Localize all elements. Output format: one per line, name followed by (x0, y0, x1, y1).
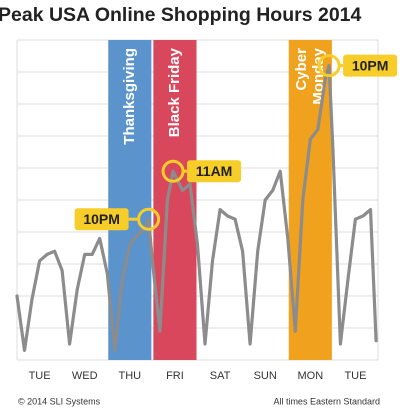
line (15, 63, 378, 352)
x-tick-label: SUN (254, 370, 277, 382)
callout-box (343, 54, 398, 77)
x-tick-label: SAT (210, 370, 231, 382)
chart-title: Peak USA Online Shopping Hours 2014 (0, 4, 362, 26)
footer-right: All times Eastern Standard (273, 396, 380, 406)
x-tick-label: FRI (166, 370, 184, 382)
x-tick-label: WED (72, 370, 98, 382)
callout-label: 11AM (196, 163, 233, 179)
callout-marker (137, 207, 161, 231)
callout-label: 10PM (83, 211, 120, 227)
x-tick-label: MON (297, 370, 323, 382)
callout-marker (317, 54, 341, 78)
band-label: Thanksgiving (121, 48, 138, 145)
callout-box (74, 208, 129, 231)
x-tick-label: TUE (29, 370, 51, 382)
band-label: Cyber (293, 48, 310, 91)
x-tick-label: TUE (344, 370, 366, 382)
callout-box (187, 160, 242, 183)
band (108, 40, 152, 360)
x-tick-label: THU (119, 370, 142, 382)
band-label: Black Friday (166, 47, 183, 137)
callout-marker (161, 159, 185, 183)
footer-left: © 2014 SLI Systems (18, 396, 101, 406)
callout-label: 10PM (352, 57, 389, 73)
